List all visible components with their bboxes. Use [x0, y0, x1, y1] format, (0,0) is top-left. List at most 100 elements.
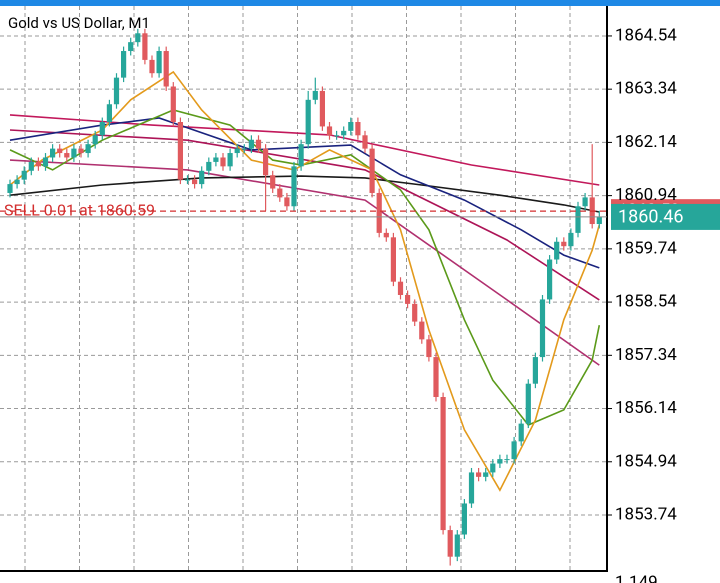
candle-body	[92, 135, 98, 145]
candle-body	[113, 77, 120, 105]
candle-body	[497, 459, 503, 464]
candle-body	[163, 51, 169, 87]
candle-body	[412, 303, 418, 322]
candle-body	[518, 423, 524, 442]
y-tick-label: 1859.74	[615, 238, 677, 258]
candle-body	[227, 153, 233, 167]
candle-body	[468, 472, 475, 504]
candle-body	[419, 321, 425, 340]
y-tick-label: 1864.54	[615, 25, 677, 45]
order-label: SELL 0.01 at 1860.59	[4, 200, 155, 219]
candle-body	[241, 148, 247, 150]
candle-body	[170, 86, 176, 122]
candle-body	[177, 121, 183, 180]
subwindow-tick-label: 1.149	[615, 572, 658, 583]
grid	[0, 6, 607, 570]
candle-body	[461, 503, 467, 535]
candle-body	[397, 281, 404, 295]
candle-body	[106, 104, 112, 122]
indicator-line	[9, 175, 600, 213]
y-tick-label: 1860.94	[615, 185, 677, 205]
candle-body	[71, 148, 77, 158]
indicator-line	[9, 70, 601, 492]
current-price-label: 1860.46	[618, 207, 683, 228]
candle-body	[426, 339, 432, 358]
candle-body	[135, 33, 141, 43]
y-tick-label: 1858.54	[615, 292, 677, 312]
candle-body	[192, 179, 198, 185]
candle-body	[156, 51, 162, 74]
candle-body	[504, 459, 510, 461]
candle-body	[57, 148, 63, 154]
candle-body	[305, 99, 311, 145]
candle-body	[454, 534, 460, 557]
y-tick-label: 1862.14	[615, 132, 677, 152]
candle-body	[312, 90, 318, 100]
candle-body	[248, 139, 254, 149]
candle-body	[483, 472, 489, 477]
price-box	[611, 203, 720, 230]
candle-body	[383, 232, 389, 238]
candle-body	[511, 441, 517, 460]
candle-body	[376, 192, 382, 233]
chart-title: Gold vs US Dollar, M1	[8, 14, 150, 32]
candle-body	[433, 357, 439, 398]
candle-body	[14, 179, 20, 185]
candle-body	[99, 121, 105, 136]
candle-body	[561, 241, 567, 247]
indicator-line	[9, 129, 600, 301]
candle-body	[7, 184, 13, 193]
candle-body	[284, 197, 290, 207]
candle-body	[184, 179, 191, 181]
candle-body	[291, 166, 297, 207]
candle-body	[532, 357, 538, 384]
candle-body	[539, 299, 546, 358]
candle-body	[390, 237, 396, 282]
y-tick-label: 1856.14	[615, 398, 677, 418]
candle-body	[270, 175, 276, 189]
candle-body	[213, 157, 219, 162]
candle-body	[21, 170, 27, 180]
candle-body	[64, 153, 70, 158]
candle-body	[447, 530, 453, 557]
candle-body	[142, 33, 148, 60]
candle-body	[85, 144, 91, 154]
indicator-line	[9, 109, 601, 426]
y-tick-label: 1863.34	[615, 79, 677, 99]
candle-body	[255, 139, 262, 149]
candle-body	[149, 59, 155, 74]
indicator-line	[9, 117, 600, 269]
candle-body	[490, 463, 496, 473]
candle-body	[42, 157, 49, 167]
candle-body	[334, 135, 340, 137]
candle-body	[263, 148, 269, 176]
candle-body	[348, 121, 354, 131]
candle-body	[298, 144, 304, 167]
candle-body	[341, 130, 347, 136]
candle-body	[369, 148, 375, 193]
indicator-line	[9, 159, 600, 366]
candle-body	[575, 206, 581, 233]
candle-body	[319, 90, 325, 127]
candle-body	[440, 397, 446, 531]
candle-body	[362, 135, 368, 149]
top-bar	[0, 0, 720, 6]
candle-body	[568, 232, 574, 247]
candle-body	[554, 241, 560, 260]
candle-body	[121, 51, 127, 78]
candle-body	[476, 472, 482, 477]
candle-body	[326, 126, 333, 136]
candle-body	[582, 197, 588, 207]
y-tick-label: 1853.74	[615, 504, 677, 524]
candle-body	[220, 157, 226, 167]
candle-body	[596, 216, 602, 225]
candle-body	[405, 294, 411, 304]
candle-body	[50, 148, 56, 158]
candle-body	[234, 148, 240, 154]
candle-body	[277, 188, 283, 198]
candle-body	[355, 121, 361, 136]
candle-body	[128, 42, 134, 52]
